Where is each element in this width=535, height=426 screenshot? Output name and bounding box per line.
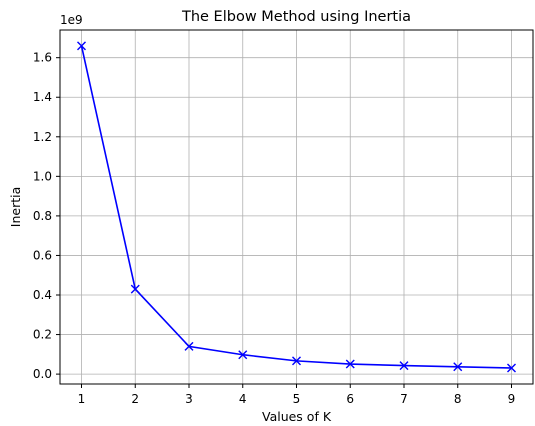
y-tick-label: 1.2 — [33, 130, 52, 144]
y-tick-label: 0.4 — [33, 288, 52, 302]
y-tick-label: 1.6 — [33, 51, 52, 65]
x-marker — [130, 284, 140, 294]
x-tick-label: 9 — [508, 392, 516, 406]
x-marker — [399, 361, 409, 371]
x-marker-stroke — [238, 350, 248, 360]
y-tick-label: 0.6 — [33, 248, 52, 262]
x-tick-label: 8 — [454, 392, 462, 406]
x-marker — [77, 41, 86, 51]
x-marker-stroke — [399, 361, 409, 371]
x-tick-label: 6 — [346, 392, 354, 406]
x-marker — [507, 363, 516, 373]
x-tick-label: 2 — [131, 392, 139, 406]
y-tick-label: 0.0 — [33, 367, 52, 381]
x-tick-label: 3 — [185, 392, 193, 406]
series-layer — [77, 41, 516, 373]
y-tick-label: 1.0 — [33, 169, 52, 183]
x-marker — [292, 356, 301, 366]
x-marker — [345, 359, 355, 369]
x-tick-label: 7 — [400, 392, 408, 406]
x-marker-stroke — [292, 356, 301, 366]
y-tick-label: 0.2 — [33, 328, 52, 342]
y-axis-label: Inertia — [8, 187, 23, 227]
x-marker-stroke — [77, 41, 86, 51]
y-tick-label: 1.4 — [33, 90, 52, 104]
x-marker — [453, 362, 463, 372]
x-marker — [238, 350, 248, 360]
chart-title: The Elbow Method using Inertia — [181, 9, 411, 25]
x-axis-ticks: 1 2 3 4 5 6 7 8 9 — [78, 384, 516, 406]
x-marker-stroke — [184, 341, 194, 351]
x-marker — [184, 341, 194, 351]
x-axis-label: Values of K — [262, 409, 332, 424]
grid — [60, 30, 533, 384]
x-marker-stroke — [345, 359, 355, 369]
x-marker-stroke — [507, 363, 516, 373]
x-marker-stroke — [453, 362, 463, 372]
y-axis-ticks: 0.0 0.2 0.4 0.6 0.8 1.0 1.2 1.4 1.6 — [33, 51, 60, 381]
x-tick-label: 4 — [239, 392, 247, 406]
y-axis-offset-label: 1e9 — [60, 13, 83, 27]
x-tick-label: 5 — [293, 392, 301, 406]
y-tick-label: 0.8 — [33, 209, 52, 223]
x-marker-stroke — [130, 284, 140, 294]
x-tick-label: 1 — [78, 392, 86, 406]
